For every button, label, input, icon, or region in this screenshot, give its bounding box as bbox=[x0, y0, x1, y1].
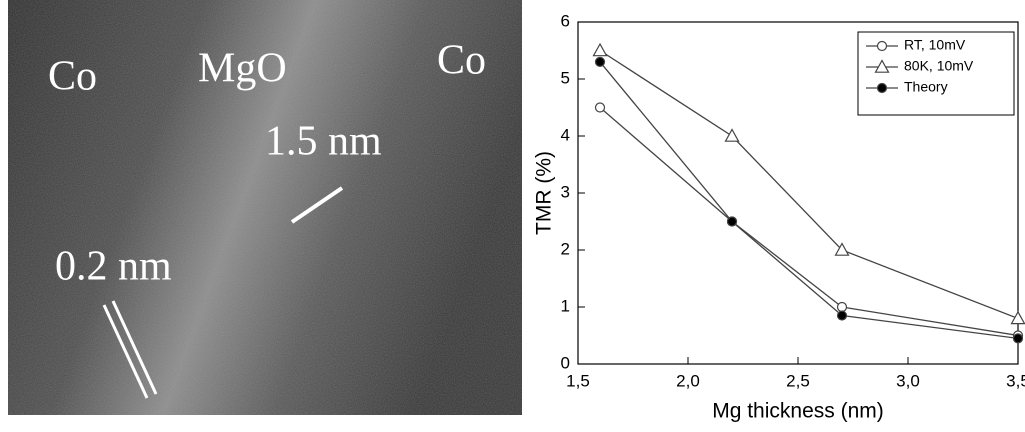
marker bbox=[834, 242, 850, 256]
marker bbox=[1012, 333, 1024, 344]
x-tick-label: 3,5 bbox=[1006, 371, 1025, 390]
marker bbox=[594, 56, 606, 68]
micrograph-label: 0.2 nm bbox=[55, 244, 172, 290]
marker bbox=[1010, 310, 1025, 325]
legend: RT, 10mV 80K, 10mV Theory bbox=[857, 31, 1015, 116]
legend-label: 80K, 10mV bbox=[904, 58, 974, 74]
marker bbox=[836, 301, 848, 313]
micrograph-label: MgO bbox=[198, 46, 287, 92]
y-tick-label: 6 bbox=[561, 11, 570, 30]
marker bbox=[836, 310, 848, 321]
scale-line bbox=[290, 186, 344, 224]
legend-marker bbox=[876, 82, 888, 94]
y-tick-label: 0 bbox=[561, 353, 570, 372]
x-tick-label: 3,0 bbox=[896, 371, 920, 390]
micrograph-label: Co bbox=[437, 38, 486, 84]
y-axis-label: TMR (%) bbox=[533, 151, 556, 235]
micrograph-label: Co bbox=[48, 54, 97, 100]
x-tick-label: 2,5 bbox=[786, 371, 810, 390]
chart: Mg thickness (nm) TMR (%) 1,5 2,0 2,5 3,0 3,… bbox=[533, 11, 1025, 423]
y-tick-label: 3 bbox=[561, 182, 570, 201]
legend-label: Theory bbox=[904, 79, 948, 95]
marker bbox=[592, 42, 608, 57]
x-tick-label: 1,5 bbox=[566, 371, 590, 390]
scale-line bbox=[111, 300, 158, 395]
y-tick-label: 5 bbox=[561, 68, 570, 87]
legend-marker bbox=[876, 40, 888, 52]
series-line bbox=[599, 107, 1019, 337]
micrograph-label: 1.5 nm bbox=[265, 119, 382, 165]
micrograph: Co MgO Co 1.5 nm 0.2 nm bbox=[8, 0, 522, 415]
micrograph-grain bbox=[8, 0, 522, 415]
legend-label: RT, 10mV bbox=[904, 37, 966, 53]
x-axis-label: Mg thickness (nm) bbox=[712, 400, 884, 423]
scale-line bbox=[102, 304, 149, 399]
y-tick-label: 2 bbox=[561, 239, 570, 258]
marker bbox=[726, 216, 738, 227]
y-tick-label: 4 bbox=[561, 125, 570, 144]
y-tick-label: 1 bbox=[561, 296, 570, 315]
series-line bbox=[599, 49, 1019, 320]
marker bbox=[594, 102, 606, 113]
legend-marker bbox=[874, 59, 890, 73]
x-tick-label: 2,0 bbox=[676, 371, 700, 390]
series-line bbox=[599, 61, 1019, 339]
marker bbox=[724, 128, 740, 142]
